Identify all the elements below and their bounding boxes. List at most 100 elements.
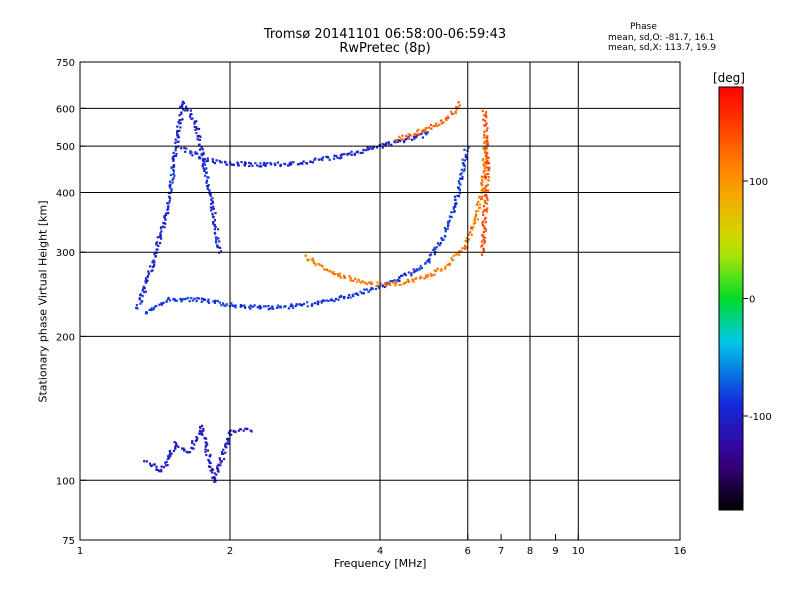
echo-point: [477, 200, 480, 203]
echo-point: [299, 303, 302, 306]
echo-point: [200, 431, 203, 434]
echo-point: [314, 157, 317, 160]
echo-point: [210, 209, 213, 212]
echo-point: [172, 449, 176, 452]
echo-point: [257, 306, 260, 309]
echo-point: [173, 298, 176, 301]
echo-point: [165, 212, 168, 215]
echo-point: [152, 308, 155, 311]
echo-point: [420, 129, 423, 133]
echo-point: [428, 258, 431, 261]
echo-point: [219, 246, 222, 249]
echo-point: [452, 254, 455, 257]
echo-point: [377, 284, 380, 287]
echo-point: [400, 283, 403, 286]
echo-point: [291, 304, 294, 307]
echo-point: [168, 195, 171, 198]
echo-point: [468, 231, 472, 234]
echo-point: [457, 106, 460, 109]
echo-point: [154, 255, 157, 258]
echo-point: [191, 154, 194, 157]
echo-point: [486, 135, 489, 138]
echo-point: [488, 166, 491, 169]
echo-point: [199, 425, 202, 429]
echo-point: [371, 282, 374, 285]
echo-point: [364, 281, 367, 285]
echo-point: [250, 430, 253, 433]
x-tick-label: 8: [527, 546, 533, 557]
echo-point: [458, 250, 461, 253]
echo-point: [327, 299, 330, 303]
echo-point: [450, 211, 453, 214]
echo-point: [153, 305, 156, 308]
echo-point: [482, 171, 485, 174]
echo-point: [403, 272, 406, 275]
echo-point: [289, 305, 292, 308]
echo-point: [482, 238, 485, 241]
echo-point: [383, 285, 386, 289]
echo-point: [203, 169, 206, 172]
echo-point: [155, 243, 158, 246]
echo-point: [165, 299, 168, 302]
echo-point: [258, 165, 261, 168]
echo-point: [334, 297, 337, 301]
echo-point: [370, 281, 373, 284]
echo-point: [224, 451, 227, 454]
echo-point: [355, 292, 359, 295]
echo-point: [201, 165, 204, 168]
echo-point: [136, 307, 139, 310]
echo-point: [211, 197, 214, 200]
echo-point: [448, 262, 451, 265]
echo-point: [487, 172, 490, 176]
echo-point: [227, 440, 230, 443]
echo-point: [191, 447, 194, 450]
echo-point: [193, 443, 196, 446]
echo-point: [350, 150, 353, 153]
echo-point: [328, 158, 331, 161]
echo-point: [172, 298, 175, 301]
echo-point: [200, 297, 203, 300]
echo-point: [478, 195, 481, 198]
echo-point: [484, 148, 487, 151]
echo-point: [458, 182, 461, 185]
echo-point: [452, 207, 455, 210]
echo-point: [271, 305, 274, 308]
echo-point: [353, 153, 356, 156]
echo-point: [155, 251, 158, 254]
echo-point: [292, 161, 295, 164]
echo-point: [413, 137, 416, 140]
echo-point: [218, 457, 221, 460]
echo-point: [211, 215, 215, 218]
echo-point: [481, 109, 484, 112]
echo-point: [347, 296, 350, 299]
echo-point: [155, 465, 158, 468]
echo-point: [463, 148, 466, 151]
echo-point: [196, 437, 199, 440]
echo-point: [340, 276, 343, 279]
echo-point: [146, 274, 150, 278]
echo-point: [349, 276, 352, 279]
echo-point: [481, 222, 484, 225]
echo-point: [476, 203, 479, 206]
echo-point: [157, 468, 160, 472]
echo-point: [176, 133, 179, 136]
echo-point: [486, 162, 489, 165]
echo-point: [167, 296, 170, 300]
echo-point: [244, 162, 247, 165]
echo-point: [230, 302, 233, 305]
echo-point: [438, 244, 441, 247]
echo-point: [403, 282, 406, 285]
echo-point: [279, 305, 282, 308]
echo-point: [480, 245, 483, 248]
echo-point: [408, 133, 411, 136]
echo-point: [348, 294, 351, 297]
echo-point: [217, 246, 220, 249]
echo-point: [181, 298, 184, 301]
echo-point: [224, 160, 227, 163]
echo-point: [182, 101, 185, 104]
echo-point: [214, 236, 218, 239]
echo-point: [167, 212, 170, 215]
echo-point: [240, 304, 243, 307]
echo-point: [210, 471, 213, 474]
grid-lines: [80, 62, 680, 540]
